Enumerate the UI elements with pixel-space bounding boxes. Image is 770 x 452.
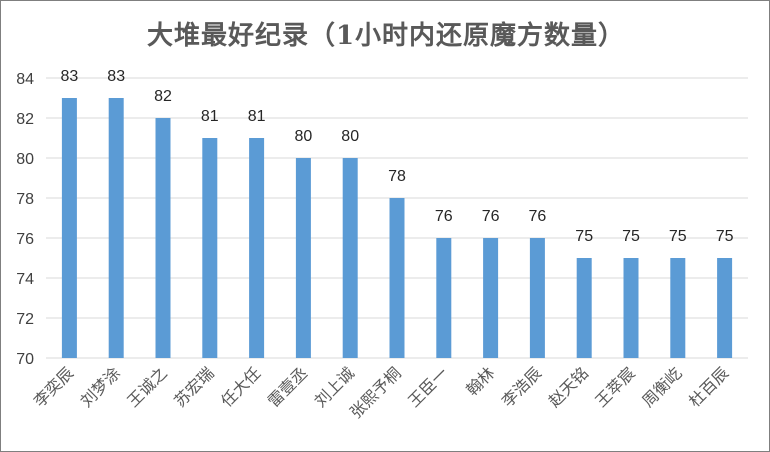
x-category-label: 王诚之	[123, 363, 170, 410]
x-category-label: 李奕辰	[30, 363, 77, 410]
bar	[295, 158, 311, 358]
bar	[529, 238, 545, 358]
y-tick-label: 70	[16, 351, 34, 368]
bar	[342, 158, 358, 358]
x-category-label: 杜百辰	[685, 363, 732, 410]
y-tick-label: 76	[16, 231, 34, 248]
bar	[249, 138, 265, 358]
x-category-label: 任大任	[217, 363, 264, 410]
data-label: 76	[435, 208, 453, 225]
data-label: 75	[575, 228, 593, 245]
y-tick-label: 82	[16, 111, 34, 128]
x-category-label: 雷壹丞	[264, 363, 311, 410]
bar	[202, 138, 218, 358]
data-label: 80	[295, 128, 313, 145]
y-tick-label: 78	[16, 191, 34, 208]
bar	[436, 238, 452, 358]
x-category-label: 赵天铭	[545, 363, 592, 410]
bar	[576, 258, 592, 358]
x-category-label: 苏宏瑞	[170, 363, 217, 410]
data-label: 75	[716, 228, 734, 245]
data-label: 83	[61, 68, 79, 85]
y-tick-label: 80	[16, 151, 34, 168]
bar	[389, 198, 405, 358]
x-category-label: 王萃宸	[591, 363, 638, 410]
data-label: 83	[107, 68, 125, 85]
y-tick-label: 72	[16, 311, 34, 328]
data-label: 81	[248, 108, 266, 125]
data-label: 76	[529, 208, 547, 225]
data-label: 75	[669, 228, 687, 245]
x-category-label: 王臣一	[404, 363, 451, 410]
data-label: 78	[388, 168, 406, 185]
bar	[483, 238, 499, 358]
data-label: 80	[341, 128, 359, 145]
x-category-label: 刘梦涂	[77, 363, 124, 410]
data-label: 81	[201, 108, 219, 125]
y-tick-label: 84	[16, 71, 34, 88]
data-label: 82	[154, 88, 172, 105]
chart-title: 大堆最好纪录（1小时内还原魔方数量）	[146, 21, 626, 51]
bar	[155, 118, 171, 358]
bar	[108, 98, 124, 358]
x-category-label: 李浩辰	[498, 363, 545, 410]
bar	[623, 258, 639, 358]
bar	[61, 98, 77, 358]
x-category-label: 翰林	[462, 363, 498, 399]
bar	[717, 258, 733, 358]
data-label: 76	[482, 208, 500, 225]
y-tick-label: 74	[16, 271, 34, 288]
bar	[670, 258, 686, 358]
x-category-label: 张熙予桐	[346, 363, 405, 422]
x-category-label: 周衡屹	[638, 363, 685, 410]
data-label: 75	[622, 228, 640, 245]
